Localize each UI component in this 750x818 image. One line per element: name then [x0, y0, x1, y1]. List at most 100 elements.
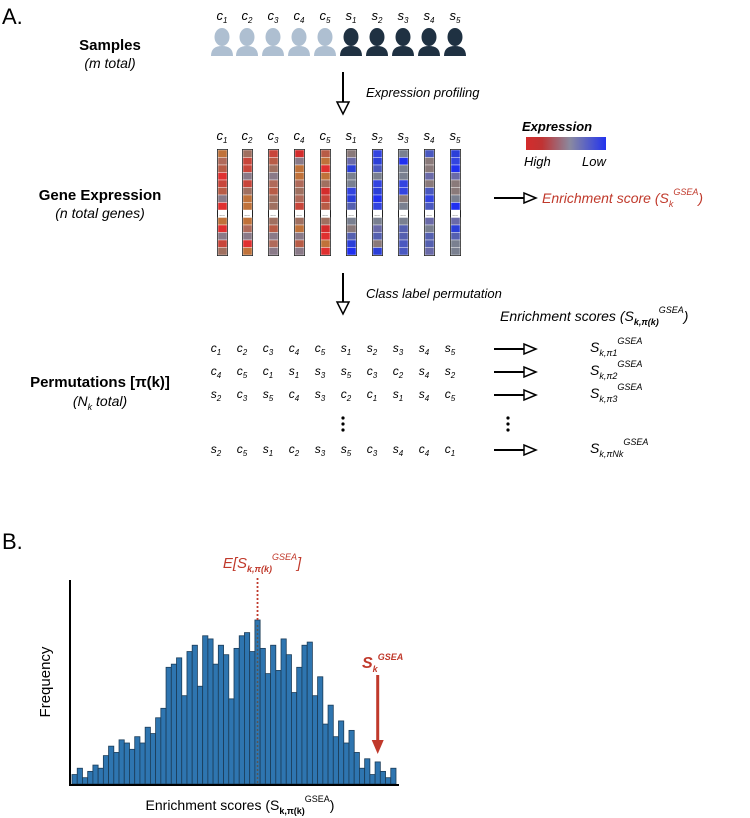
gene-ellipsis: ...: [296, 211, 302, 218]
histogram-bar: [259, 647, 266, 785]
perm-cell-c5: c5: [237, 442, 248, 458]
histogram-bar: [379, 770, 386, 785]
heat-label-c4: c4: [294, 128, 306, 145]
person-icon: [288, 28, 310, 56]
histogram-bar: [97, 767, 104, 785]
histogram-bar: [353, 752, 360, 785]
histogram-bar: [291, 692, 298, 785]
perm-cell-c3: c3: [237, 387, 248, 403]
heat-label-c5: c5: [320, 128, 332, 145]
histogram-bar: [212, 663, 219, 785]
expression-column: ...: [242, 149, 253, 256]
permutations-subtitle: (Nk total): [73, 393, 127, 412]
row-arrow: [494, 365, 538, 379]
histogram-bar: [92, 764, 99, 785]
expression-column: ...: [294, 149, 305, 256]
histogram-bar: [197, 685, 204, 785]
sample-label-c3: c3: [268, 8, 280, 25]
heat-label-s2: s2: [372, 128, 384, 145]
perm-cell-s3: s3: [315, 387, 326, 403]
perm-cell-s4: s4: [419, 387, 430, 403]
heat-label-s5: s5: [450, 128, 462, 145]
histogram-bar: [249, 651, 256, 785]
histogram-bar: [223, 654, 230, 785]
person-icon: [262, 28, 284, 56]
person-icon: [340, 28, 362, 56]
histogram-bar: [369, 774, 376, 785]
gene-ellipsis: ...: [426, 211, 432, 218]
enrichment-score-label: Enrichment score (SkGSEA): [542, 187, 703, 209]
perm-cell-c3: c3: [367, 442, 378, 458]
perm-cell-c2: c2: [393, 364, 404, 380]
histogram-bar: [207, 638, 214, 785]
samples-subtitle: (m total): [84, 55, 135, 71]
expression-heatmap: c1... c2... c3... c4... c5... s1... s2... s3...…: [217, 128, 462, 256]
histogram-bar: [118, 739, 125, 785]
expression-column: ...: [268, 149, 279, 256]
histogram-bar: [191, 644, 198, 785]
step-class-label-permutation: Class label permutation: [366, 286, 502, 301]
perm-cell-c2: c2: [289, 442, 300, 458]
perm-cell-s2: s2: [367, 341, 378, 357]
permutation-row: c1 c2 c3 c4 c5 s1 s2 s3 s4 s5 Sk,π1GSEA: [211, 336, 643, 358]
perm-cell-s3: s3: [315, 442, 326, 458]
histogram-bar: [149, 733, 157, 785]
expression-column: ...: [450, 149, 461, 256]
histogram-bar: [123, 742, 130, 785]
histogram-bar: [165, 666, 172, 785]
perm-cell-c5: c5: [237, 364, 248, 380]
gene-ellipsis: ...: [374, 211, 380, 218]
perm-cell-c5: c5: [445, 387, 456, 403]
observed-score-label: SkGSEA: [362, 652, 403, 674]
sample-label-s2: s2: [372, 8, 384, 25]
perm-cell-s5: s5: [341, 364, 352, 380]
sample-label-c4: c4: [294, 8, 306, 25]
gene-ellipsis: ...: [322, 211, 328, 218]
panel-a-label: A.: [2, 4, 23, 29]
person-icon: [366, 28, 388, 56]
expression-column: ...: [346, 149, 357, 256]
histogram-bar: [244, 632, 251, 785]
histogram-bar: [71, 774, 78, 785]
gene-ellipsis: ...: [348, 211, 354, 218]
heat-label-c3: c3: [268, 128, 280, 145]
permutation-row: c4 c5 c1 s1 s3 s5 c3 c2 s4 s2 Sk,π2GSEA: [211, 359, 643, 381]
histogram-bar: [238, 635, 245, 785]
perm-cell-c4: c4: [419, 442, 430, 458]
perm-cell-s1: s1: [263, 442, 273, 458]
sample-label-c1: c1: [217, 8, 228, 25]
expression-gradient: [526, 137, 606, 150]
rows-ellipsis: [341, 416, 510, 432]
histogram-bar: [327, 704, 334, 785]
row-arrow: [494, 443, 538, 457]
legend-title: Expression: [522, 119, 592, 134]
person-icon: [314, 28, 336, 56]
perm-cell-c3: c3: [263, 341, 274, 357]
person-icon: [392, 28, 414, 56]
expression-column: ...: [398, 149, 409, 256]
perm-cell-c1: c1: [211, 341, 221, 357]
histogram-bar: [332, 736, 339, 785]
histogram-bar: [385, 777, 392, 785]
histogram-bar: [87, 770, 94, 785]
histogram-bar: [217, 644, 224, 785]
histogram-bar: [186, 651, 193, 785]
person-icon: [418, 28, 440, 56]
heat-label-c2: c2: [242, 128, 254, 145]
histogram-bar: [322, 723, 329, 785]
perm-cell-c2: c2: [237, 341, 248, 357]
perm-cell-s4: s4: [419, 341, 430, 357]
permutation-row: s2 c3 s5 c4 s3 c2 c1 s1 s4 c5 Sk,π3GSEA: [211, 382, 643, 404]
perm-cell-c1: c1: [263, 364, 273, 380]
perm-cell-s1: s1: [341, 341, 351, 357]
histogram-bar: [144, 726, 151, 785]
perm-score: Sk,π1GSEA: [590, 336, 642, 358]
permutations-title: Permutations [π(k)]: [30, 374, 170, 391]
gene-ellipsis: ...: [270, 211, 276, 218]
gene-ellipsis: ...: [219, 211, 225, 218]
sample-icons-row: c1 c2 c3 c4 c5 s1 s2 s3 s4 s5: [211, 8, 466, 56]
observed-score-arrow: [371, 675, 384, 754]
histogram-bar: [160, 707, 167, 785]
perm-cell-c2: c2: [341, 387, 352, 403]
